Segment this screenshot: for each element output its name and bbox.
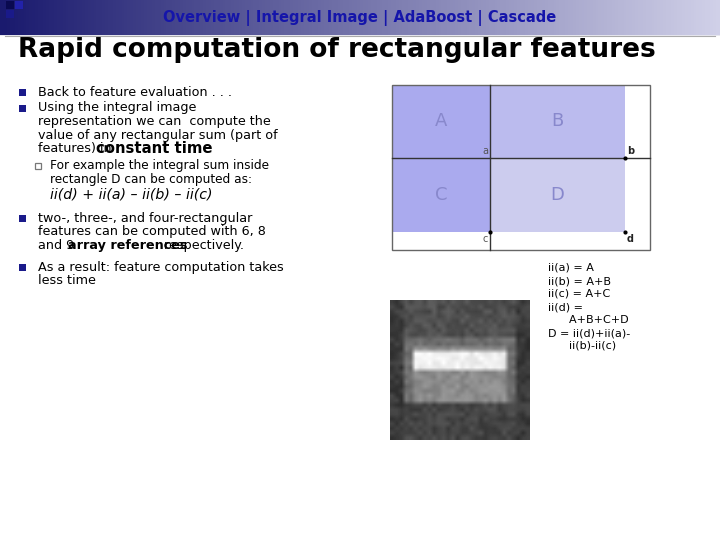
Text: b: b [627,146,634,156]
Bar [19,264,25,271]
Text: For example the integral sum inside: For example the integral sum inside [50,159,269,172]
Text: d: d [627,234,634,244]
Text: constant time: constant time [96,141,212,156]
Bar [0,36,720,70]
Bar [392,85,650,250]
Text: C: C [435,186,447,204]
Text: B: B [552,112,564,131]
Text: Overview | Integral Image | AdaBoost | Cascade: Overview | Integral Image | AdaBoost | C… [163,10,557,26]
Text: ii(d) + ii(a) – ii(b) – ii(c): ii(d) + ii(a) – ii(b) – ii(c) [50,188,212,202]
Text: a: a [482,146,488,156]
Text: respectively.: respectively. [160,239,244,252]
Text: ii(d) =: ii(d) = [548,302,583,312]
Bar [6,1,14,9]
Text: D: D [551,186,564,204]
Bar [0,70,720,540]
Text: representation we can  compute the: representation we can compute the [38,115,271,128]
Bar [490,85,625,158]
Text: A: A [435,112,447,131]
Text: features can be computed with 6, 8: features can be computed with 6, 8 [38,226,266,239]
Text: As a result: feature computation takes: As a result: feature computation takes [38,260,284,273]
Bar [35,163,41,169]
Text: and 9: and 9 [38,239,78,252]
Bar [19,215,25,222]
Text: ii(b) = A+B: ii(b) = A+B [548,276,611,286]
Bar [6,10,14,18]
Text: ii(c) = A+C: ii(c) = A+C [548,289,611,299]
Text: Back to feature evaluation . . .: Back to feature evaluation . . . [38,85,232,98]
Text: two-, three-, and four-rectangular: two-, three-, and four-rectangular [38,212,253,225]
Text: ii(a) = A: ii(a) = A [548,263,594,273]
Bar [19,105,25,111]
Bar [392,85,490,158]
Text: A+B+C+D: A+B+C+D [548,315,629,325]
Text: Rapid computation of rectangular features: Rapid computation of rectangular feature… [18,37,656,63]
Bar [490,158,625,232]
Bar [19,89,25,96]
Bar [15,1,23,9]
Text: rectangle D can be computed as:: rectangle D can be computed as: [50,173,252,186]
Bar [392,158,490,232]
Text: Using the integral image: Using the integral image [38,102,197,114]
Text: value of any rectangular sum (part of: value of any rectangular sum (part of [38,129,278,141]
Text: ii(b)-ii(c): ii(b)-ii(c) [548,341,616,351]
Text: less time: less time [38,274,96,287]
Text: c: c [482,234,488,244]
Text: array references: array references [68,239,187,252]
Text: features) in: features) in [38,142,116,155]
Text: D = ii(d)+ii(a)-: D = ii(d)+ii(a)- [548,328,630,338]
